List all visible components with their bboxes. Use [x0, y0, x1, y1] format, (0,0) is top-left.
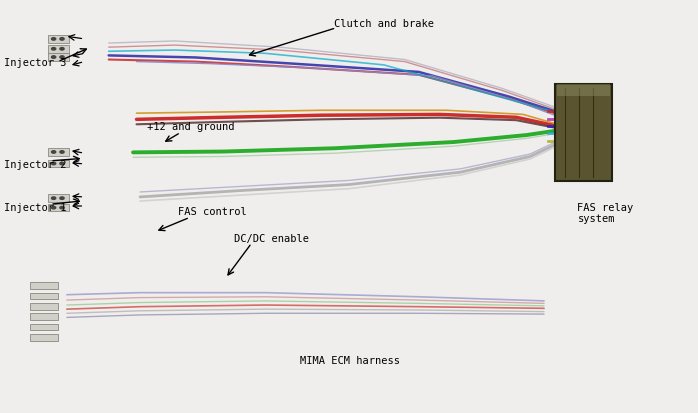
Circle shape — [52, 48, 56, 51]
Text: Injector 1: Injector 1 — [4, 202, 67, 212]
Bar — [48, 160, 69, 168]
Text: +12 and ground: +12 and ground — [147, 122, 235, 132]
Bar — [48, 149, 69, 156]
Circle shape — [60, 163, 64, 165]
Circle shape — [52, 151, 56, 154]
Text: Clutch and brake: Clutch and brake — [334, 19, 433, 29]
Bar — [48, 36, 69, 44]
Bar — [554, 85, 611, 182]
Text: MIMA ECM harness: MIMA ECM harness — [300, 356, 400, 366]
Bar — [556, 85, 609, 97]
Bar — [48, 46, 69, 53]
Bar — [48, 54, 69, 62]
Circle shape — [60, 151, 64, 154]
Circle shape — [52, 197, 56, 200]
Bar — [30, 334, 58, 341]
Bar — [30, 282, 58, 289]
Circle shape — [60, 197, 64, 200]
Bar — [30, 293, 58, 299]
Bar — [30, 303, 58, 310]
Text: FAS control: FAS control — [178, 206, 247, 216]
Text: Injector 2: Injector 2 — [4, 159, 67, 169]
Circle shape — [52, 38, 56, 41]
Bar — [30, 324, 58, 330]
Bar — [48, 204, 69, 212]
Circle shape — [60, 38, 64, 41]
Circle shape — [60, 207, 64, 209]
Circle shape — [60, 48, 64, 51]
Circle shape — [52, 57, 56, 59]
Bar — [48, 195, 69, 202]
Circle shape — [60, 57, 64, 59]
Circle shape — [52, 207, 56, 209]
Text: FAS relay
system: FAS relay system — [577, 202, 634, 224]
Text: Injector 3: Injector 3 — [4, 57, 67, 67]
Circle shape — [52, 163, 56, 165]
Text: DC/DC enable: DC/DC enable — [234, 233, 309, 243]
Bar — [30, 313, 58, 320]
